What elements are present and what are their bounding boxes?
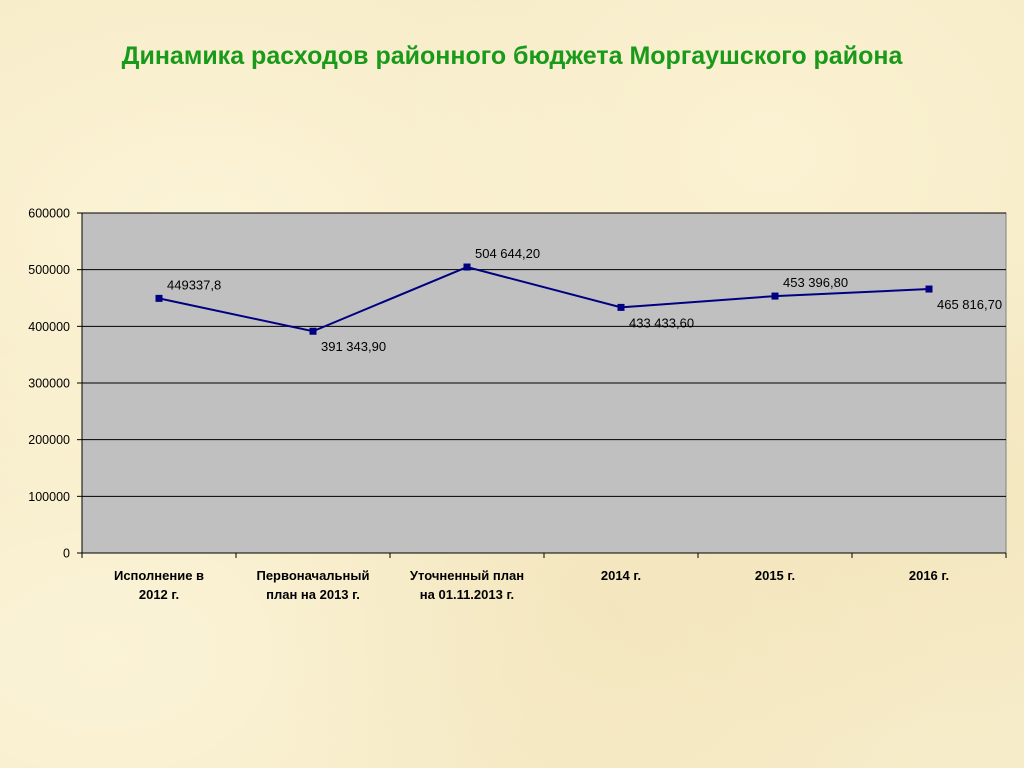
y-tick-label: 400000 [28,320,70,334]
x-category-label: 2014 г. [601,568,641,583]
data-point [309,327,317,335]
x-category-label-line: Исполнение в [114,568,204,583]
x-category-label-line: 2016 г. [909,568,949,583]
x-category-label: Первоначальный план на 2013 г. [256,568,369,602]
x-category-label-line: 2014 г. [601,568,641,583]
x-category-label-line: 2015 г. [755,568,795,583]
x-category-label: Уточненный план на 01.11.2013 г. [410,568,524,602]
data-label: 433 433,60 [629,315,694,330]
x-category-label-line: Первоначальный [256,568,369,583]
slide-title: Динамика расходов районного бюджета Морг… [121,42,903,70]
x-category-label-line: план на 2013 г. [266,587,360,602]
data-label: 453 396,80 [783,275,848,290]
x-category-label: 2015 г. [755,568,795,583]
x-category-label: 2016 г. [909,568,949,583]
y-tick-label: 600000 [28,207,70,221]
data-point [617,303,625,311]
data-label: 465 816,70 [937,297,1002,312]
y-tick-label: 500000 [28,263,70,277]
data-point [771,292,779,300]
data-point [925,285,933,293]
data-label: 504 644,20 [475,246,540,261]
x-category-label-line: Уточненный план [410,568,524,583]
data-label: 391 343,90 [321,339,386,354]
x-category-label-line: на 01.11.2013 г. [420,587,514,602]
series-line [158,265,930,333]
x-category-label: Исполнение в 2012 г. [114,568,204,602]
data-point [463,263,471,271]
y-tick-label: 300000 [28,377,70,391]
data-label: 449337,8 [167,277,221,292]
y-tick-label: 0 [63,547,70,561]
y-tick-label: 200000 [28,433,70,447]
x-category-label-line: 2012 г. [139,587,179,602]
data-point [155,294,163,302]
y-tick-label: 100000 [28,490,70,504]
